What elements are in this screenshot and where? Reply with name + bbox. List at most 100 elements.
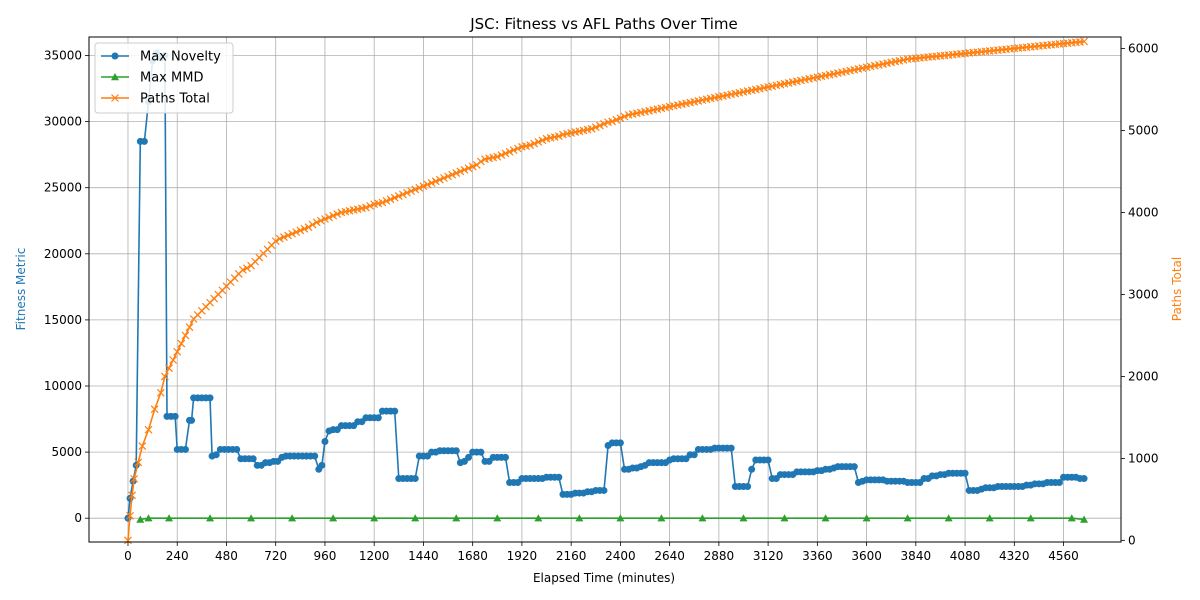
data-point (657, 514, 666, 522)
y-left-tick-label: 5000 (51, 445, 82, 459)
x-tick-label: 720 (264, 549, 287, 563)
data-point (423, 180, 432, 189)
legend-label: Max MMD (140, 71, 203, 86)
data-point (325, 213, 333, 222)
data-point (275, 234, 284, 243)
x-tick-label: 1920 (507, 549, 538, 563)
data-point (126, 511, 134, 520)
data-point (124, 536, 132, 545)
data-point (1067, 514, 1076, 522)
data-point (366, 201, 375, 210)
y-right-tick-label: 2000 (1128, 369, 1159, 383)
chart-title: JSC: Fitness vs AFL Paths Over Time (469, 15, 738, 33)
x-axis: 0 240 480 720 960 1200 1440 1680 1920 2160 2400 264… (124, 542, 1079, 563)
y-left-tick-label: 10000 (44, 379, 82, 393)
data-point (821, 514, 830, 522)
data-point (526, 141, 535, 150)
data-point (748, 465, 756, 473)
data-point (456, 167, 465, 176)
data-point (318, 461, 326, 469)
data-point (398, 190, 407, 199)
x-tick-label: 480 (215, 549, 238, 563)
y-left-tick-label: 0 (74, 511, 82, 525)
data-point (464, 164, 473, 173)
data-point (744, 482, 752, 490)
x-tick-label: 3600 (851, 549, 882, 563)
data-point (468, 162, 477, 171)
data-point (177, 339, 186, 348)
data-point (134, 458, 143, 467)
data-point (411, 185, 420, 194)
data-point (493, 514, 502, 522)
data-point (465, 453, 473, 461)
x-tick-label: 4320 (999, 549, 1030, 563)
y-left-tick-label: 20000 (44, 247, 82, 261)
y-axis-left-title: Fitness Metric (14, 248, 28, 331)
data-point (144, 425, 153, 434)
data-point (419, 182, 428, 191)
x-tick-label: 1680 (457, 549, 488, 563)
legend-label: Max Novelty (140, 50, 221, 65)
data-point (509, 146, 518, 155)
y-right-tick-label: 6000 (1128, 41, 1159, 55)
y-right-tick-label: 3000 (1128, 287, 1159, 301)
x-tick-label: 2640 (654, 549, 685, 563)
data-point (555, 473, 563, 481)
data-point (534, 138, 543, 146)
legend-swatch-marker (111, 94, 119, 102)
data-point (391, 407, 399, 415)
data-point (903, 514, 912, 522)
series-paths-total (124, 37, 1088, 545)
y-right-tick-label: 1000 (1128, 451, 1159, 465)
data-point (312, 218, 321, 227)
data-point (616, 514, 625, 522)
data-point (390, 193, 399, 202)
y-right-tick-label: 0 (1128, 533, 1136, 547)
data-point (130, 474, 139, 483)
data-point (279, 233, 288, 241)
data-point (727, 444, 735, 452)
data-point (595, 121, 604, 130)
data-point (128, 491, 137, 500)
data-point (1080, 515, 1089, 523)
y-left-tick-label: 30000 (44, 115, 82, 129)
data-point (382, 197, 391, 205)
legend-swatch-marker (111, 73, 119, 81)
data-point (374, 414, 382, 422)
data-point (944, 514, 953, 522)
data-point (616, 439, 624, 447)
data-point (394, 192, 403, 200)
data-point (247, 514, 256, 522)
x-tick-label: 2400 (605, 549, 636, 563)
data-point (156, 388, 165, 397)
data-point (444, 172, 452, 181)
x-tick-label: 2160 (556, 549, 587, 563)
x-tick-label: 4080 (950, 549, 981, 563)
data-point (136, 515, 145, 523)
data-point (403, 188, 411, 197)
data-point (233, 445, 241, 453)
data-point (538, 136, 547, 145)
data-point (206, 514, 215, 522)
data-point (452, 169, 461, 178)
data-point (497, 151, 506, 159)
data-point (1080, 475, 1088, 483)
data-point (435, 175, 444, 184)
data-point (739, 514, 748, 522)
data-point (411, 475, 419, 483)
data-point (243, 264, 251, 273)
data-point (304, 223, 313, 232)
data-point (452, 514, 461, 522)
y-axis-left: 0 5000 10000 15000 20000 25000 30000 35000 (44, 49, 89, 525)
data-point (308, 220, 317, 229)
data-point (591, 123, 600, 132)
legend-label: Paths Total (140, 92, 210, 107)
x-tick-label: 0 (124, 549, 132, 563)
data-point (1055, 479, 1063, 487)
data-point (1080, 37, 1088, 46)
data-point (150, 405, 159, 414)
data-point (144, 514, 153, 522)
data-point (620, 112, 629, 121)
data-point (296, 226, 305, 235)
data-point (238, 265, 247, 274)
